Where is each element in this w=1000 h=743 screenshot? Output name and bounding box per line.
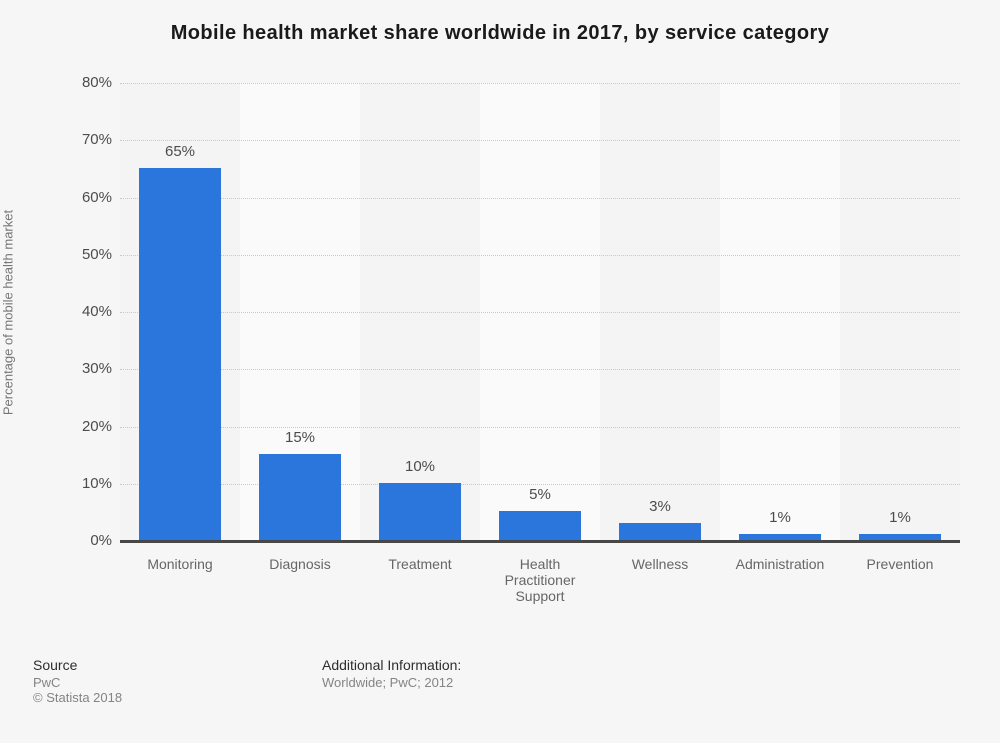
bar-value-label: 15%: [284, 429, 316, 446]
bar-wellness[interactable]: [619, 523, 701, 540]
grid-line: [120, 312, 960, 313]
x-category-label: Health Practitioner Support: [504, 556, 576, 604]
y-tick-label: 40%: [81, 303, 112, 320]
x-category-label: Monitoring: [147, 556, 213, 572]
bar-value-label: 1%: [769, 509, 791, 526]
x-category-label: Wellness: [631, 556, 689, 572]
source-heading: Source: [33, 657, 78, 673]
bar-value-label: 65%: [164, 143, 196, 160]
y-tick-label: 80%: [81, 74, 112, 91]
grid-line: [120, 426, 960, 428]
bar-value-label: 3%: [649, 498, 671, 515]
additional-info-heading: Additional Information:: [322, 657, 462, 673]
copyright-notice: © Statista 2018: [33, 690, 123, 705]
y-axis-title: Percentage of mobile health market: [0, 209, 16, 416]
grid-line: [120, 83, 960, 84]
y-tick-label: 0%: [90, 532, 112, 549]
bar-value-label: 1%: [889, 509, 911, 526]
y-tick-label: 30%: [81, 360, 112, 378]
x-category-label: Administration: [735, 556, 825, 572]
bar-health-practitioner-support[interactable]: [499, 511, 581, 540]
bar-treatment[interactable]: [379, 483, 461, 540]
grid-line: [120, 140, 960, 142]
grid-line: [120, 483, 960, 485]
x-category-label: Treatment: [388, 556, 452, 572]
y-tick-label: 70%: [81, 131, 112, 149]
chart-title: Mobile health market share worldwide in …: [170, 22, 830, 44]
bar-administration[interactable]: [739, 534, 821, 540]
source-name: PwC: [33, 675, 61, 690]
bar-value-label: 10%: [404, 458, 436, 475]
x-category-label: Prevention: [866, 556, 934, 572]
y-tick-label: 50%: [81, 245, 112, 263]
bar-value-label: 5%: [529, 486, 551, 503]
additional-info-text: Worldwide; PwC; 2012: [322, 675, 454, 690]
bar-monitoring[interactable]: [139, 168, 221, 540]
bar-diagnosis[interactable]: [259, 454, 341, 540]
x-category-label: Diagnosis: [269, 556, 331, 572]
grid-line: [120, 254, 960, 256]
y-tick-label: 10%: [81, 474, 112, 492]
x-axis-line: [120, 540, 960, 543]
y-tick-label: 60%: [81, 188, 112, 206]
grid-line: [120, 197, 960, 199]
grid-line: [120, 369, 960, 371]
y-tick-label: 20%: [81, 417, 112, 435]
plot-area: 65% 15% 10% 5% 3% 1% 1%: [120, 83, 960, 543]
bar-prevention[interactable]: [859, 534, 941, 540]
